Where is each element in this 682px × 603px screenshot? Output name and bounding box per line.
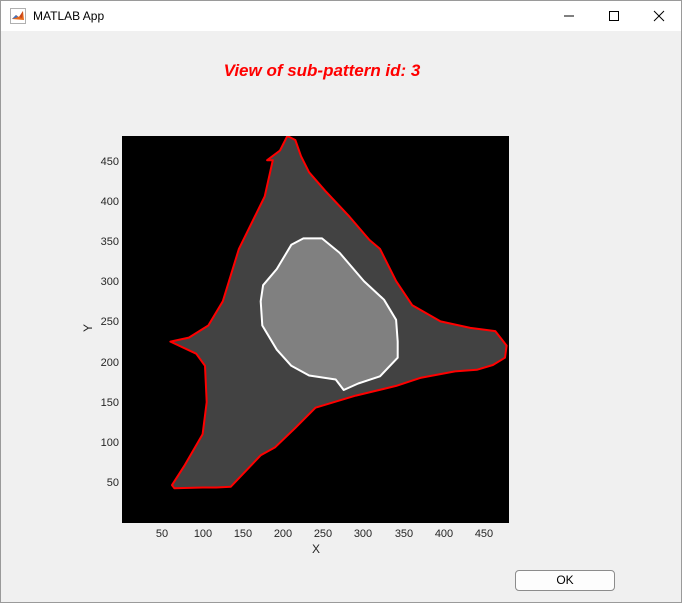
minimize-icon — [564, 15, 574, 17]
xtick-label: 300 — [353, 528, 373, 540]
ytick-label: 400 — [100, 196, 119, 208]
plot-title: View of sub-pattern id: 3 — [223, 61, 421, 80]
window-title: MATLAB App — [33, 9, 105, 23]
title-bar: MATLAB App — [1, 1, 681, 31]
xtick-label: 450 — [474, 528, 494, 540]
sub-pattern-image — [169, 136, 508, 490]
xtick-label: 400 — [434, 528, 454, 540]
ytick-label: 350 — [100, 236, 119, 248]
close-icon — [653, 10, 665, 22]
close-button[interactable] — [636, 1, 682, 31]
ytick-label: 450 — [100, 156, 119, 168]
xtick-label: 350 — [394, 528, 414, 540]
ytick-label: 250 — [100, 316, 119, 328]
image-axes — [122, 136, 509, 523]
maximize-button[interactable] — [591, 1, 637, 31]
xtick-label: 150 — [233, 528, 253, 540]
nucleus-region-outline — [259, 237, 399, 391]
ytick-label: 50 — [106, 477, 119, 489]
xtick-label: 200 — [273, 528, 293, 540]
x-axis-label: X — [311, 542, 320, 556]
ok-button[interactable]: OK — [515, 570, 615, 591]
ytick-label: 300 — [100, 276, 119, 288]
minimize-button[interactable] — [546, 1, 592, 31]
ytick-label: 100 — [100, 437, 119, 449]
xtick-label: 250 — [313, 528, 333, 540]
matlab-logo-icon — [10, 8, 26, 24]
xtick-label: 50 — [155, 528, 169, 540]
xtick-label: 100 — [193, 528, 213, 540]
maximize-icon — [609, 11, 619, 21]
ytick-label: 150 — [100, 397, 119, 409]
ytick-label: 200 — [100, 357, 119, 369]
y-axis-label: Y — [81, 324, 95, 333]
